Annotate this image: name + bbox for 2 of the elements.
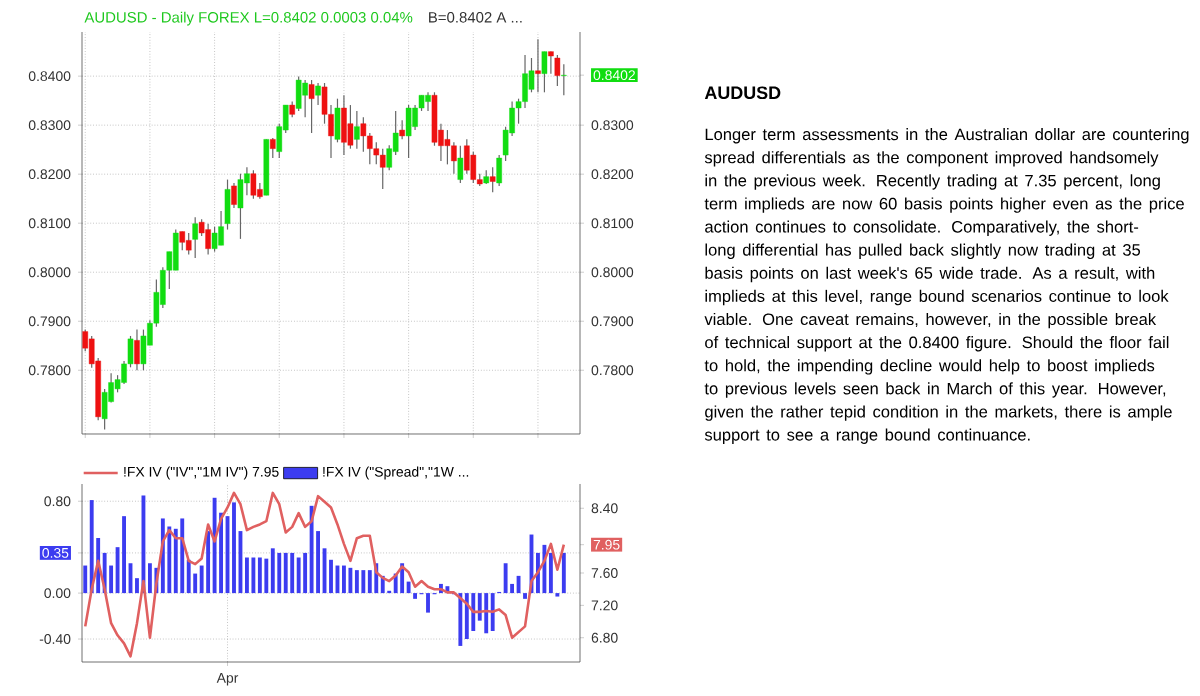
text: AUDUSD	[704, 86, 781, 100]
text: Longer term assessments in the Australian dollar are countering spread differentials as the component improved handsomely in the previous week. Recently trading at 7.35 percent, long term implieds are now 60 basis points higher even as the price action continues to consolidate. Comparatively, the short-long differential has pulled back slightly now trading at 35 basis points on last week's 65 wide trade. As a result, with implieds at this level, range bound scenarios continue to look viable. One caveat remains, however, in the possible break of technical support at the 0.8400 figure. Should the floor fail to hold, the impending decline would help to boost implieds to previous levels seen back in March of this year. However, given the rather tepid condition in the markets, there is ample support to see a range bound continuance.	[704, 128, 1189, 444]
